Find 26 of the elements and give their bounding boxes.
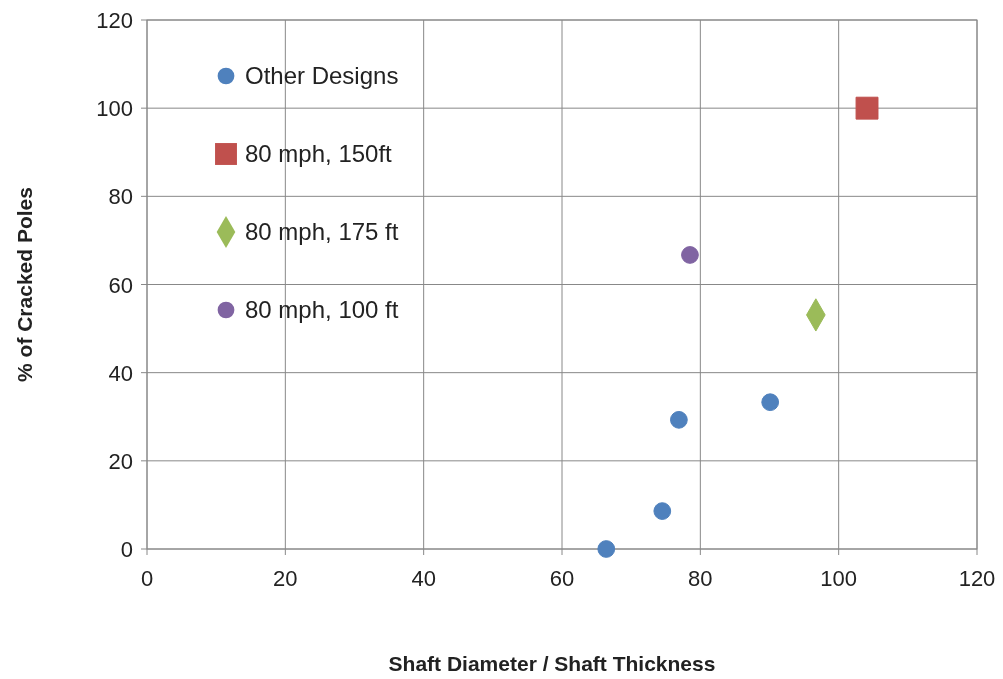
y-tick-label: 40 [108,360,133,386]
y-tick-label: 0 [120,537,133,562]
legend-label: 80 mph, 175 ft [245,218,399,245]
x-tick-label: 60 [549,566,575,591]
x-tick-label: 40 [411,566,436,591]
legend-label: 80 mph, 100 ft [245,296,399,323]
x-tick-label: 100 [820,566,858,591]
point [670,410,688,429]
point [597,540,616,558]
point [761,393,780,412]
point [855,96,879,120]
y-tick-label: 80 [108,184,133,210]
x-tick-label: 20 [273,566,298,591]
y-tick-label: 100 [96,96,133,122]
x-axis-title: Shaft Diameter / Shaft Thickness [388,652,716,675]
legend-label: 80 mph, 150ft [245,140,393,167]
y-axis-title: % of Cracked Poles [13,187,36,382]
y-tick-label: 60 [108,272,133,298]
x-tick-label: 80 [688,566,713,591]
point [681,246,699,264]
y-tick-label: 20 [108,448,133,474]
y-tick-label: 120 [96,8,133,33]
legend-label: Other Designs [245,62,399,89]
point [653,502,672,520]
x-tick-label: 120 [958,566,996,591]
x-tick-label: 0 [140,566,154,591]
